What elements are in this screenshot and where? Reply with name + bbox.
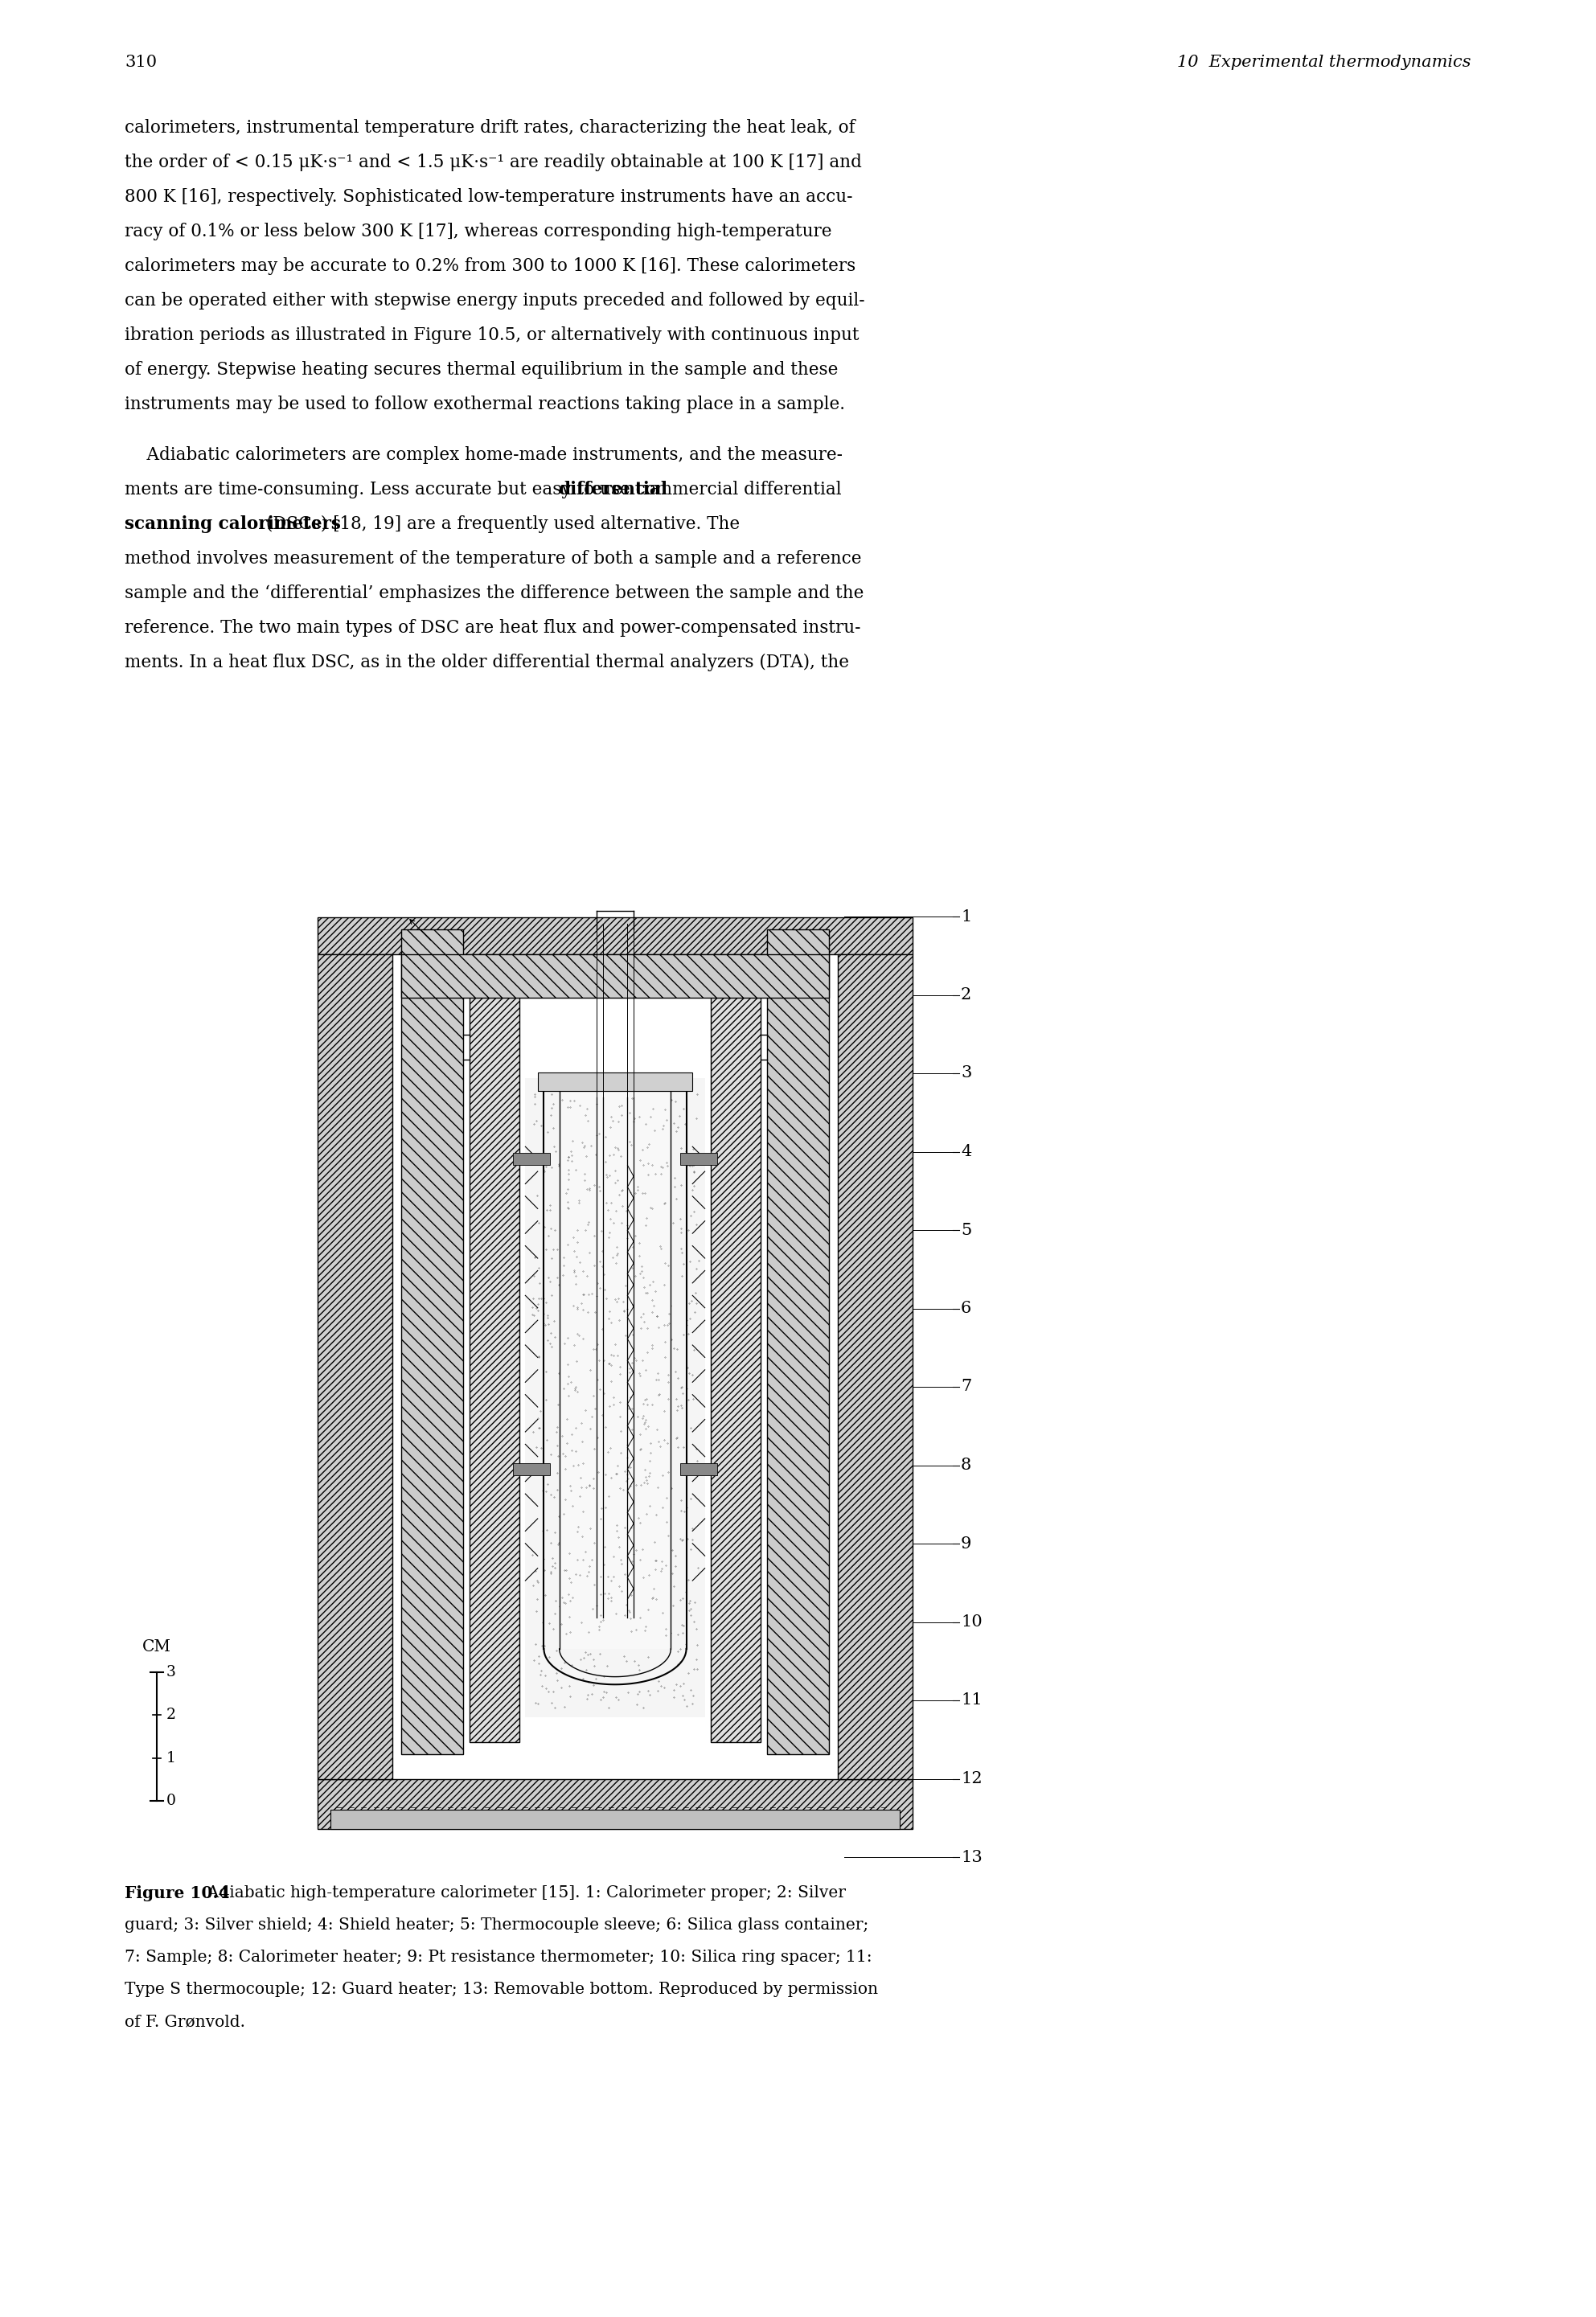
Text: 5: 5: [961, 1223, 972, 1237]
Bar: [680, 1462, 717, 1476]
Bar: [538, 1073, 693, 1091]
Text: Type S thermocouple; 12: Guard heater; 13: Removable bottom. Reproduced by permi: Type S thermocouple; 12: Guard heater; 1…: [124, 1981, 878, 1997]
Bar: [519, 962, 712, 1742]
Bar: [393, 955, 838, 1779]
Text: 12: 12: [961, 1770, 982, 1786]
Text: 3: 3: [961, 1066, 972, 1082]
Bar: [318, 1779, 913, 1828]
Text: ments are time-consuming. Less accurate but easy to use commercial differential: ments are time-consuming. Less accurate …: [124, 480, 841, 498]
Bar: [766, 929, 828, 1754]
Bar: [318, 955, 393, 1779]
Text: guard; 3: Silver shield; 4: Shield heater; 5: Thermocouple sleeve; 6: Silica gla: guard; 3: Silver shield; 4: Shield heate…: [124, 1918, 868, 1932]
Text: instruments may be used to follow exothermal reactions taking place in a sample.: instruments may be used to follow exothe…: [124, 396, 844, 412]
Text: 3: 3: [166, 1666, 176, 1680]
Text: ments. In a heat flux DSC, as in the older differential thermal analyzers (DTA),: ments. In a heat flux DSC, as in the old…: [124, 653, 849, 672]
Text: scanning calorimeters: scanning calorimeters: [124, 514, 342, 533]
Text: 800 K [16], respectively. Sophisticated low-temperature instruments have an accu: 800 K [16], respectively. Sophisticated …: [124, 188, 852, 206]
Text: differential: differential: [559, 480, 667, 498]
Text: 310: 310: [124, 56, 156, 70]
Text: 7: Sample; 8: Calorimeter heater; 9: Pt resistance thermometer; 10: Silica ring : 7: Sample; 8: Calorimeter heater; 9: Pt …: [124, 1949, 871, 1965]
Bar: [318, 918, 913, 955]
Bar: [402, 929, 463, 1754]
Bar: [512, 1154, 551, 1165]
Text: 0: 0: [166, 1793, 176, 1807]
Bar: [525, 1077, 705, 1717]
Text: 11: 11: [961, 1694, 982, 1708]
Text: calorimeters may be accurate to 0.2% from 300 to 1000 K [16]. These calorimeters: calorimeters may be accurate to 0.2% fro…: [124, 257, 855, 276]
Text: 6: 6: [961, 1300, 972, 1316]
Text: the order of < 0.15 μK·s⁻¹ and < 1.5 μK·s⁻¹ are readily obtainable at 100 K [17]: the order of < 0.15 μK·s⁻¹ and < 1.5 μK·…: [124, 153, 862, 171]
Text: method involves measurement of the temperature of both a sample and a reference: method involves measurement of the tempe…: [124, 549, 862, 568]
Text: 10: 10: [961, 1615, 982, 1629]
Bar: [463, 929, 766, 1754]
Text: 13: 13: [961, 1849, 982, 1865]
Text: 7: 7: [961, 1379, 972, 1395]
Text: (DSCs) [18, 19] are a frequently used alternative. The: (DSCs) [18, 19] are a frequently used al…: [260, 514, 741, 533]
Text: CM: CM: [142, 1638, 171, 1654]
Text: 2: 2: [961, 987, 972, 1003]
Bar: [330, 1810, 900, 1828]
Text: 9: 9: [961, 1536, 972, 1552]
Text: 4: 4: [961, 1145, 972, 1158]
Text: 10  Experimental thermodynamics: 10 Experimental thermodynamics: [1178, 56, 1472, 70]
Text: reference. The two main types of DSC are heat flux and power-compensated instru-: reference. The two main types of DSC are…: [124, 619, 860, 637]
Text: Figure 10.4: Figure 10.4: [124, 1886, 230, 1902]
Text: Adiabatic calorimeters are complex home-made instruments, and the measure-: Adiabatic calorimeters are complex home-…: [124, 447, 843, 463]
Text: racy of 0.1% or less below 300 K [17], whereas corresponding high-temperature: racy of 0.1% or less below 300 K [17], w…: [124, 222, 832, 241]
Text: 2: 2: [166, 1708, 176, 1722]
Text: sample and the ‘differential’ emphasizes the difference between the sample and t: sample and the ‘differential’ emphasizes…: [124, 584, 863, 602]
Bar: [712, 962, 761, 1742]
Text: 1: 1: [166, 1752, 176, 1766]
Bar: [559, 1091, 670, 1650]
Text: Adiabatic high-temperature calorimeter [15]. 1: Calorimeter proper; 2: Silver: Adiabatic high-temperature calorimeter […: [198, 1886, 846, 1900]
Text: can be operated either with stepwise energy inputs preceded and followed by equi: can be operated either with stepwise ene…: [124, 292, 865, 310]
Text: calorimeters, instrumental temperature drift rates, characterizing the heat leak: calorimeters, instrumental temperature d…: [124, 118, 855, 137]
Bar: [512, 1462, 551, 1476]
Bar: [680, 1154, 717, 1165]
Text: 8: 8: [961, 1457, 972, 1474]
Text: of F. Grønvold.: of F. Grønvold.: [124, 2013, 246, 2030]
Bar: [402, 955, 828, 999]
Text: 1: 1: [961, 908, 972, 924]
Text: ibration periods as illustrated in Figure 10.5, or alternatively with continuous: ibration periods as illustrated in Figur…: [124, 327, 859, 345]
Text: of energy. Stepwise heating secures thermal equilibrium in the sample and these: of energy. Stepwise heating secures ther…: [124, 361, 838, 378]
Bar: [469, 962, 519, 1742]
Bar: [838, 955, 913, 1779]
